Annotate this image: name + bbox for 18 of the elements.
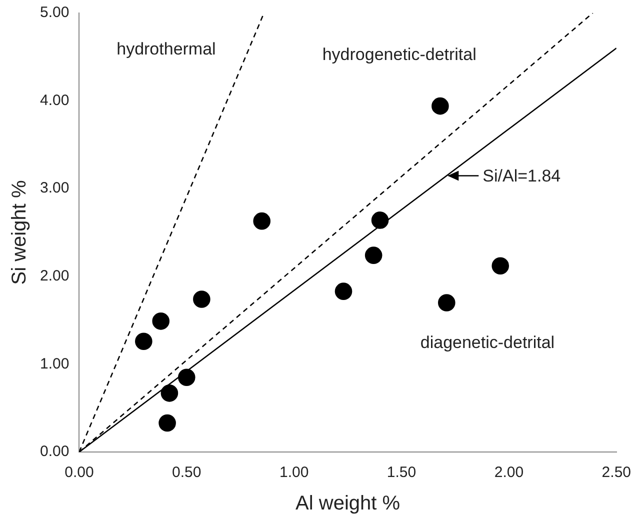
y-axis-title: Si weight % — [8, 180, 31, 285]
y-tick-label: 0.00 — [40, 443, 70, 460]
y-tick-label: 1.00 — [40, 355, 70, 372]
x-tick-label: 1.00 — [279, 464, 309, 482]
x-tick-label: 0.50 — [172, 464, 202, 482]
x-tick-label: 2.00 — [494, 464, 524, 482]
y-tick-label: 4.00 — [40, 92, 70, 109]
y-tick-label: 3.00 — [40, 180, 70, 197]
y-tick-label: 5.00 — [40, 4, 70, 22]
x-tick-label: 1.50 — [386, 464, 416, 482]
x-tick-label: 2.50 — [602, 464, 632, 482]
annotation: diagenetic-detrital — [420, 332, 555, 352]
legend-label: Si/Al=1.84 — [482, 166, 561, 186]
x-axis-title: Al weight % — [296, 492, 400, 515]
y-tick-label: 2.00 — [40, 268, 70, 285]
x-tick-label: 0.00 — [64, 464, 94, 482]
annotation: hydrothermal — [116, 40, 216, 59]
annotation: hydrogenetic-detrital — [322, 44, 476, 64]
